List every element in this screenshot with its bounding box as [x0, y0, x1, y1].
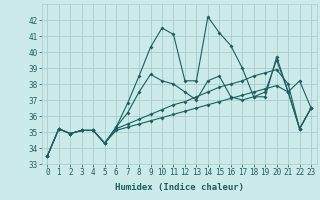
X-axis label: Humidex (Indice chaleur): Humidex (Indice chaleur)	[115, 183, 244, 192]
